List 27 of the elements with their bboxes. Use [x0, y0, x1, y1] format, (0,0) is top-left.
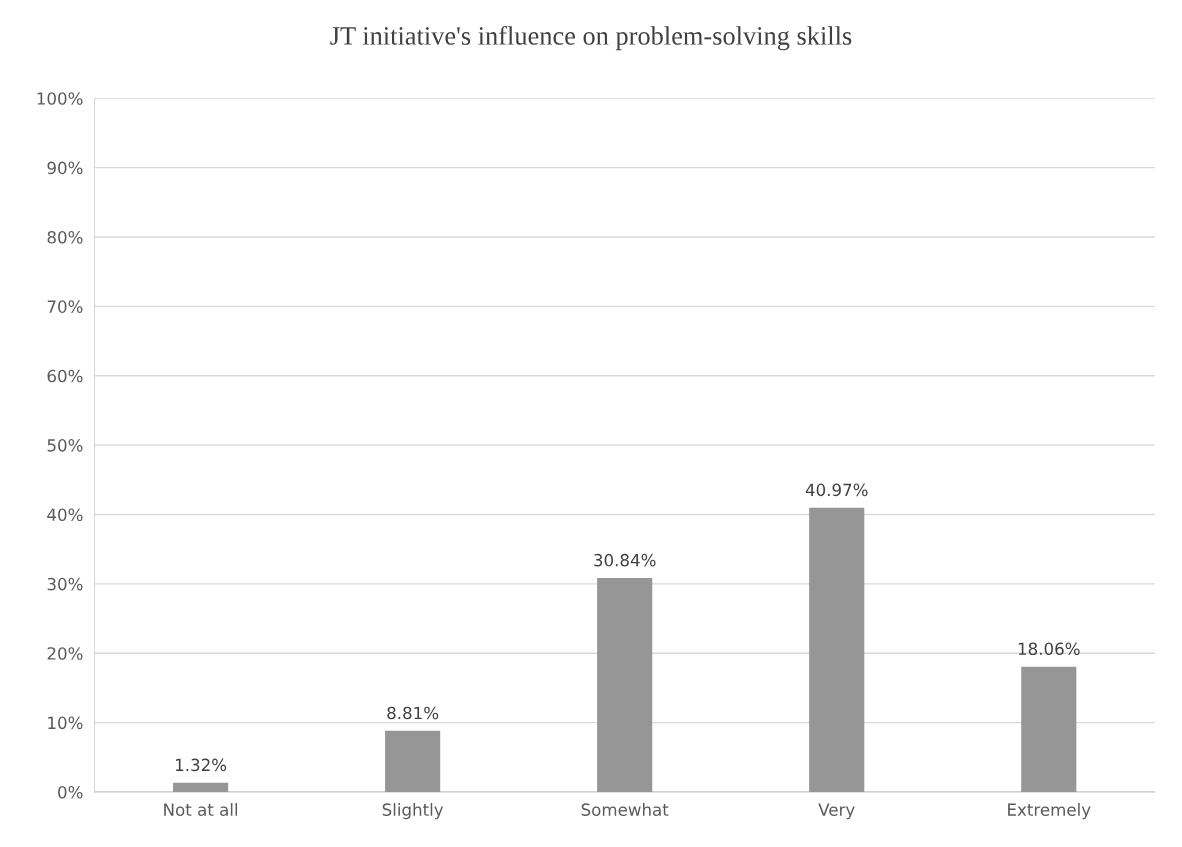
y-tick-label: 50% [47, 439, 83, 452]
data-label: 18.06% [1018, 642, 1080, 656]
y-tick-label: 20% [47, 647, 83, 660]
y-tick-label: 30% [47, 577, 83, 591]
y-tick-label: 100% [37, 92, 83, 105]
bar [385, 730, 441, 792]
x-tick-label: Slightly [382, 803, 444, 820]
bar [809, 507, 865, 792]
data-label: 40.97% [805, 483, 868, 497]
y-tick-label: 80% [47, 230, 83, 244]
x-tick-label: Somewhat [581, 803, 669, 816]
x-tick-label: Not at all [164, 803, 238, 816]
y-tick-label: 40% [47, 508, 83, 522]
x-tick-label: Extremely [1008, 803, 1091, 820]
y-tick-label: 10% [48, 716, 83, 730]
bar [597, 578, 653, 792]
data-label: 30.84% [594, 553, 656, 567]
data-label: 1.32% [175, 758, 227, 772]
data-label: 8.81% [387, 706, 439, 720]
x-tick-label: Very [818, 803, 855, 820]
y-tick-label: 60% [47, 369, 83, 383]
y-tick-label: 0% [58, 785, 83, 799]
bar [1021, 666, 1077, 792]
bar [173, 782, 229, 792]
y-tick-label: 90% [47, 161, 83, 175]
y-tick-label: 70% [47, 300, 83, 313]
chart-title: JT initiative's influence on problem-solving skills [330, 25, 852, 51]
